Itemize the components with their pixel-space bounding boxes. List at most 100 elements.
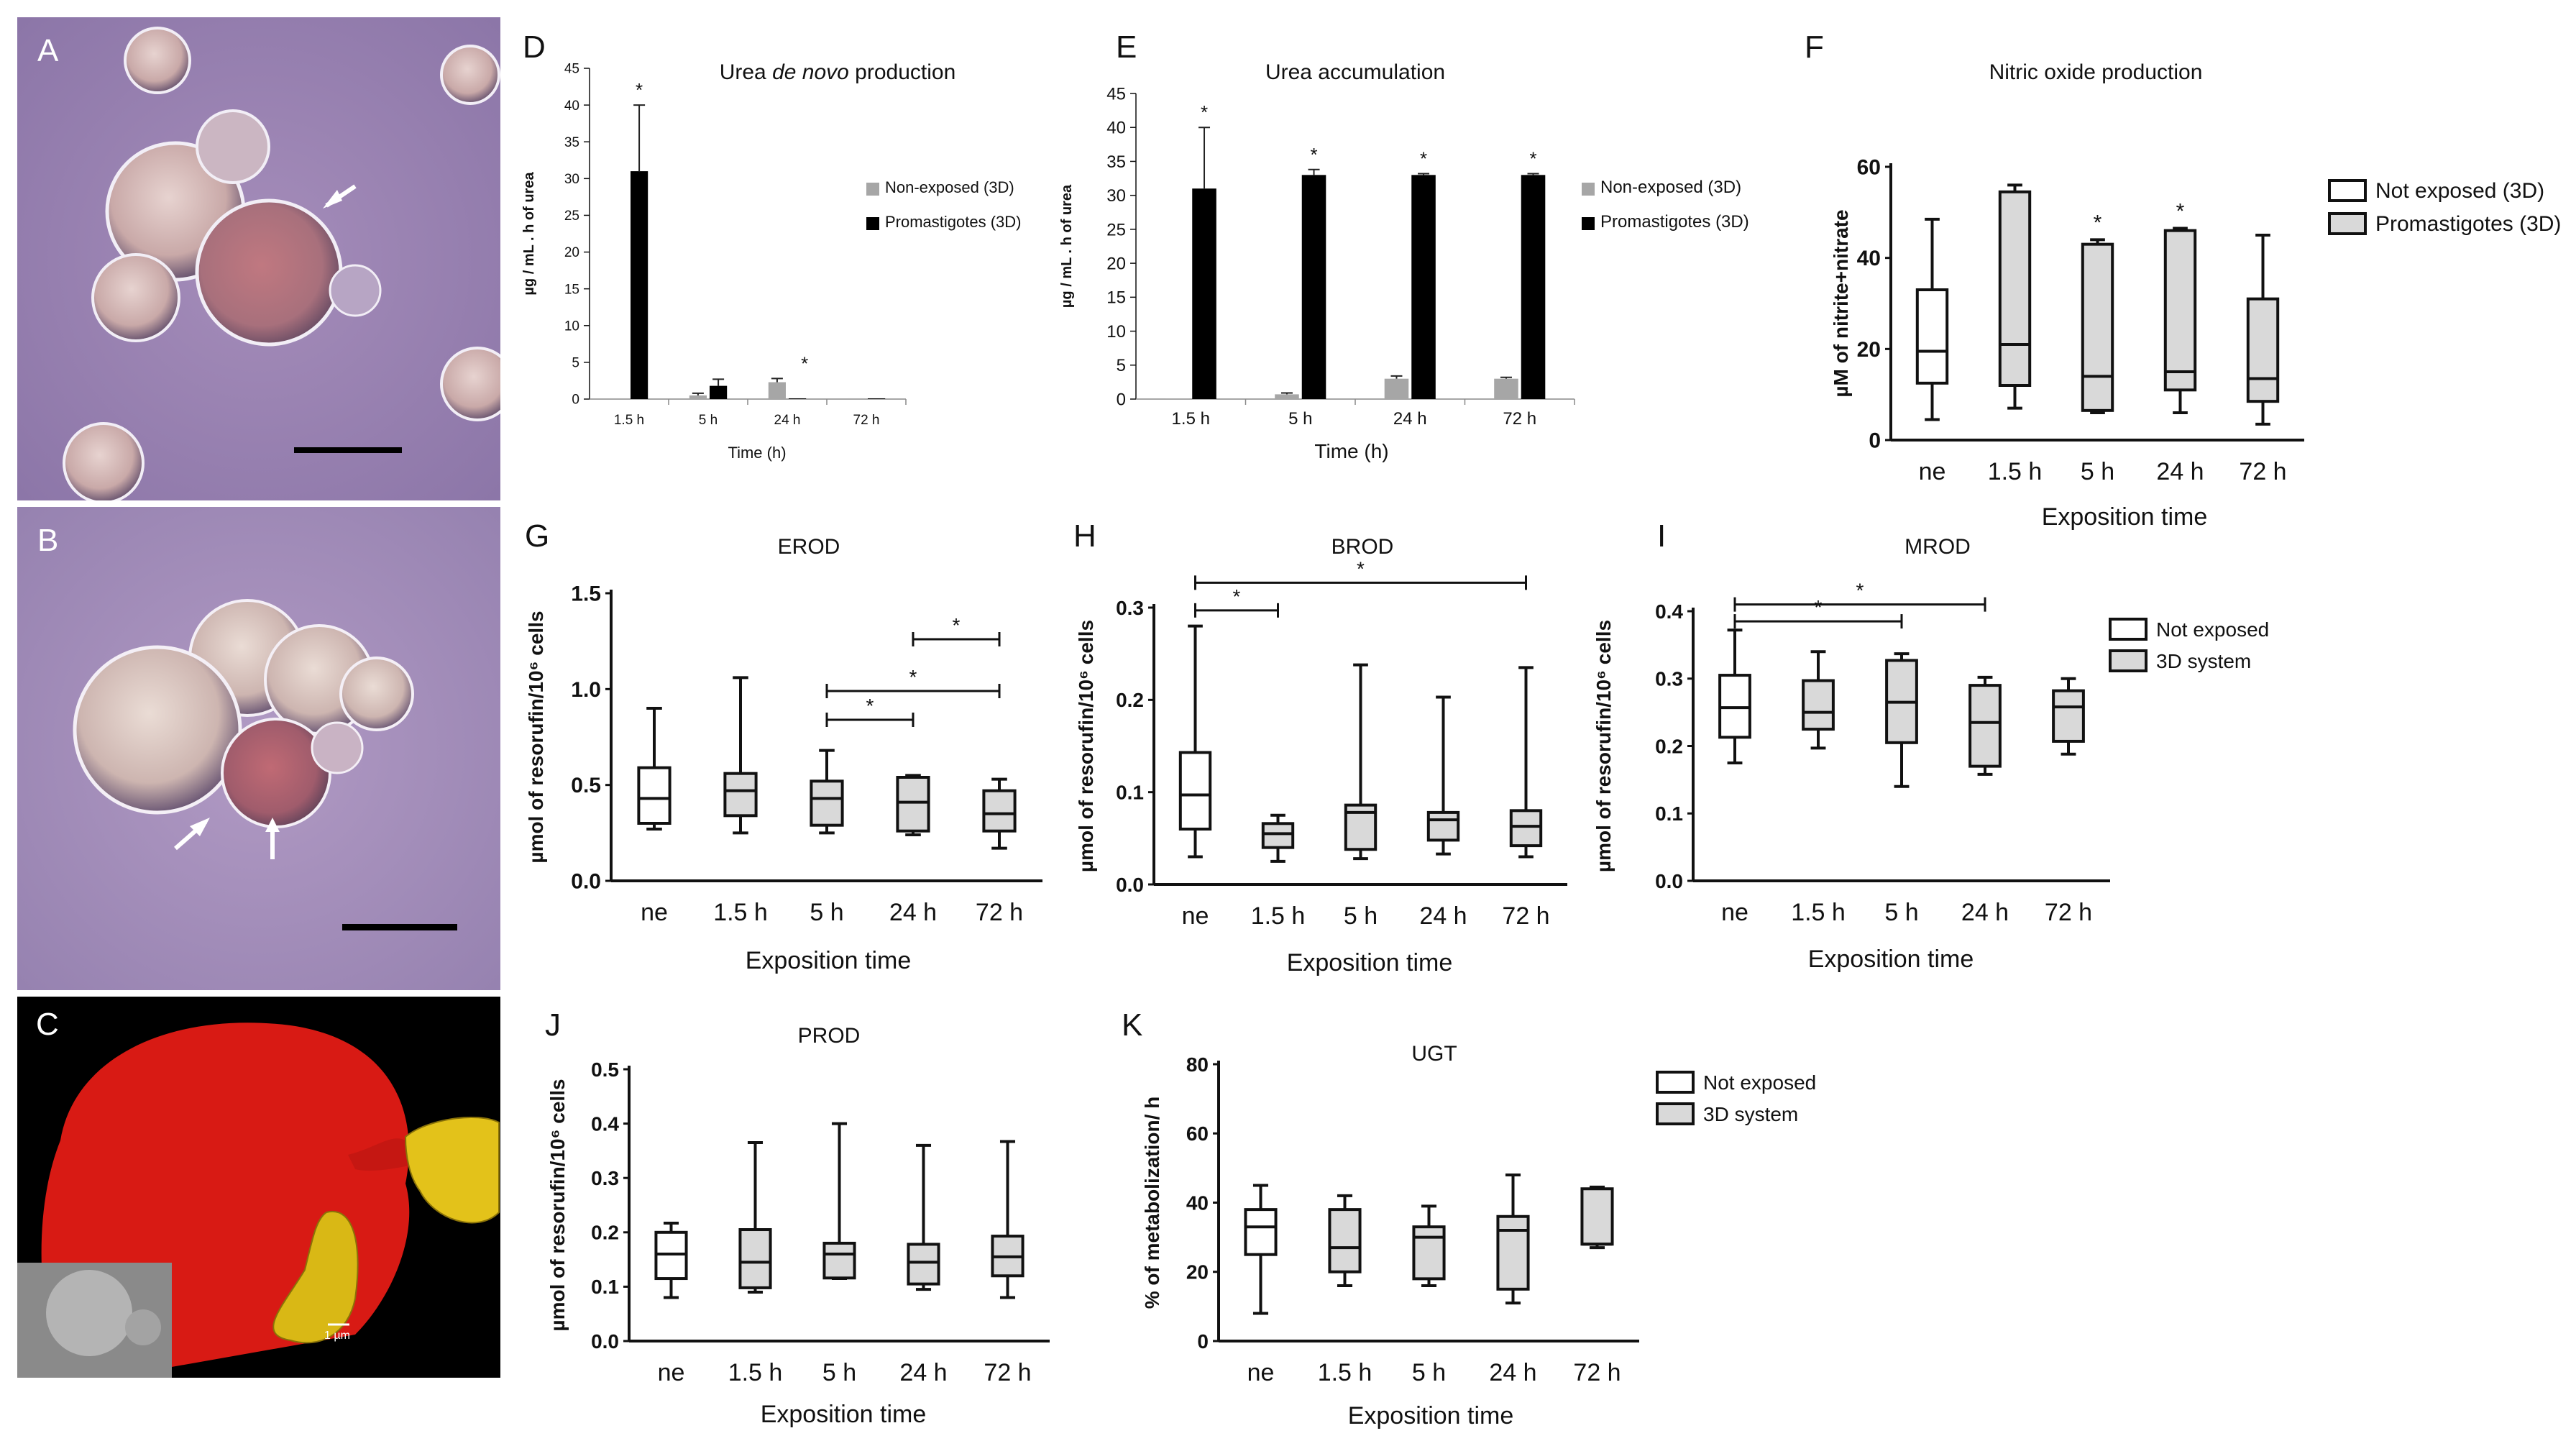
x-tick-label: 72 h — [853, 413, 880, 428]
photo-panel-c: 1 µm C — [17, 997, 500, 1378]
y-tick-label: 20 — [564, 245, 579, 260]
chart-f: F Nitric oxide production 0 20 40 60 ne 1.5 h 5 … — [1805, 29, 2561, 531]
y-tick-label: 0.0 — [1116, 874, 1144, 896]
y-axis-label: µM of nitrite+nitrate — [1830, 209, 1852, 397]
chart-k: K UGT 0 20 40 60 80 ne 1.5 h 5 h 24 h 72 h Expositio… — [1122, 1007, 1816, 1429]
x-tick-label: 24 h — [2156, 458, 2204, 485]
y-tick-label: 0.3 — [591, 1167, 619, 1189]
scale-bar — [342, 924, 457, 930]
legend-label: Promastigotes (3D) — [2375, 212, 2561, 236]
y-axis-label: µmol of resorufin/10⁶ cells — [1075, 620, 1097, 872]
x-axis-label: Exposition time — [761, 1401, 927, 1428]
bar — [689, 395, 707, 399]
y-tick-label: 30 — [564, 172, 579, 187]
legend-label: 3D system — [1703, 1103, 1798, 1125]
x-tick-label: 1.5 h — [1251, 902, 1306, 930]
y-tick-label: 35 — [1106, 152, 1126, 172]
sem-image-c: 1 µm — [17, 997, 500, 1378]
legend-label: Promastigotes (3D) — [1600, 212, 1749, 232]
y-axis-label: µg / mL . h of urea — [1059, 184, 1075, 308]
x-axis-label: Exposition time — [746, 947, 912, 974]
y-tick-label: 5 — [1117, 356, 1126, 375]
legend-swatch — [2109, 618, 2148, 641]
x-tick-label: 24 h — [1419, 902, 1467, 930]
y-tick-label: 0.3 — [1655, 668, 1683, 690]
y-tick-label: 1.5 — [571, 582, 601, 606]
chart-title: Nitric oxide production — [1989, 60, 2203, 84]
promastigote — [404, 1116, 500, 1224]
box — [637, 766, 671, 825]
x-axis-label: Exposition time — [2042, 503, 2208, 531]
y-tick-label: 10 — [1106, 322, 1126, 342]
x-tick-label: 72 h — [2045, 899, 2092, 926]
y-axis-label: % of metabolization/ h — [1141, 1097, 1163, 1309]
significance-star: * — [909, 666, 917, 688]
chart-title: Urea accumulation — [1265, 60, 1445, 84]
y-tick-label: 80 — [1186, 1053, 1209, 1076]
box — [1496, 1214, 1530, 1291]
y-tick-label: 0 — [1117, 390, 1126, 409]
significance-star: * — [953, 614, 961, 636]
x-tick-label: 1.5 h — [1172, 409, 1210, 429]
x-tick-label: 5 h — [1884, 899, 1918, 926]
significance-star: * — [636, 79, 643, 101]
photo-panel-a: A — [17, 17, 500, 500]
box — [1968, 684, 2002, 768]
microscopy-image-b — [17, 507, 500, 990]
box — [982, 789, 1017, 833]
box — [907, 1243, 940, 1286]
box — [2246, 297, 2280, 403]
significance-star: * — [1233, 585, 1241, 608]
significance-star: * — [1529, 147, 1536, 169]
x-tick-label: 5 h — [699, 413, 718, 428]
bar — [1494, 378, 1518, 399]
legend-swatch — [866, 217, 879, 230]
y-tick-label: 0.0 — [571, 870, 601, 894]
y-axis-label: µg / mL . h of urea — [521, 172, 537, 296]
chart-title: BROD — [1331, 535, 1394, 559]
chart-j: J PROD 0.0 0.1 0.2 0.3 0.4 0.5 ne 1.5 h 5 h 24 h 72 … — [545, 1007, 1050, 1428]
y-tick-label: 60 — [1857, 156, 1881, 180]
panel-label: G — [525, 518, 549, 554]
panel-label-b: B — [37, 523, 59, 558]
y-tick-label: 0.2 — [1116, 689, 1144, 711]
y-tick-label: 20 — [1106, 255, 1126, 274]
panel-label: I — [1657, 518, 1666, 554]
x-tick-label: 72 h — [1573, 1359, 1621, 1386]
x-tick-label: 24 h — [774, 413, 801, 428]
legend-label: Non-exposed (3D) — [1600, 178, 1741, 197]
bar — [1521, 175, 1546, 400]
y-tick-label: 0.4 — [591, 1112, 619, 1135]
bar — [768, 382, 786, 399]
x-axis-label: Time (h) — [1314, 440, 1388, 462]
y-tick-label: 40 — [564, 99, 579, 114]
panel-label: F — [1805, 29, 1824, 65]
y-tick-label: 45 — [1106, 84, 1126, 104]
chart-title: MROD — [1905, 535, 1971, 559]
legend-swatch — [2109, 649, 2148, 672]
arrowhead-icon — [323, 190, 342, 209]
box — [738, 1228, 772, 1289]
x-tick-label: ne — [641, 899, 668, 926]
y-tick-label: 20 — [1186, 1261, 1209, 1284]
panel-label: D — [523, 29, 546, 65]
x-tick-label: ne — [1721, 899, 1748, 926]
box — [1509, 809, 1543, 848]
y-tick-label: 45 — [564, 62, 579, 77]
x-tick-label: 72 h — [1503, 409, 1536, 429]
bar — [1384, 378, 1409, 399]
y-tick-label: 60 — [1186, 1122, 1209, 1145]
significance-star: * — [1420, 147, 1427, 169]
x-tick-label: ne — [1247, 1359, 1275, 1386]
y-tick-label: 40 — [1857, 247, 1881, 270]
bar — [610, 398, 628, 399]
legend-label: Promastigotes (3D) — [885, 213, 1022, 231]
x-tick-label: 1.5 h — [728, 1359, 783, 1386]
significance-star: * — [801, 352, 808, 374]
x-tick-label: 72 h — [984, 1359, 1031, 1386]
chart-title-part: production — [849, 60, 955, 84]
chart-title: UGT — [1411, 1042, 1457, 1066]
x-tick-label: 24 h — [1489, 1359, 1536, 1386]
x-axis-label: Exposition time — [1348, 1402, 1514, 1429]
